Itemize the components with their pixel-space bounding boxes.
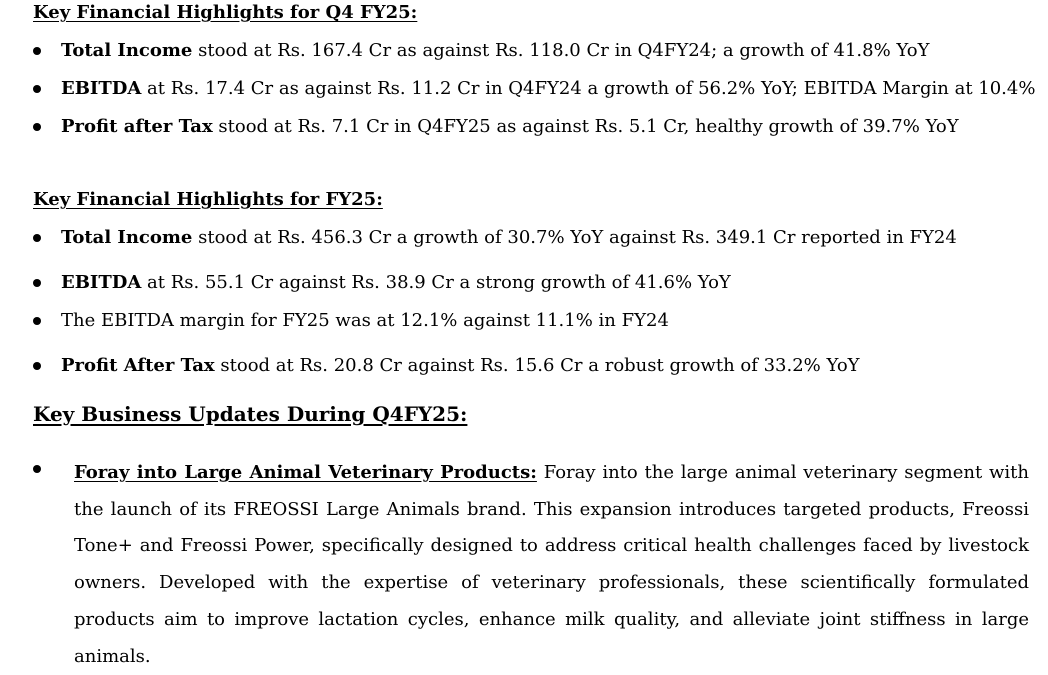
fy25-highlights-heading: Key Financial Highlights for FY25:: [33, 189, 383, 210]
bullet-icon: [33, 317, 41, 325]
bullet-body: Foray into the large animal veterinary s…: [74, 462, 1029, 667]
bullet-icon: [33, 279, 41, 287]
bullet-icon: [33, 123, 41, 131]
bullet-body: stood at Rs. 456.3 Cr a growth of 30.7% …: [192, 227, 957, 248]
bullet-icon: [33, 234, 41, 242]
q4-highlights-heading: Key Financial Highlights for Q4 FY25:: [33, 2, 418, 23]
business-updates-heading: Key Business Updates During Q4FY25:: [33, 402, 468, 426]
bullet-body: stood at Rs. 7.1 Cr in Q4FY25 as against…: [212, 116, 959, 137]
bullet-lead: Total Income: [61, 227, 193, 248]
bullet-body: The EBITDA margin for FY25 was at 12.1% …: [61, 310, 669, 331]
bullet-icon: [33, 465, 41, 473]
bullet-lead: EBITDA: [61, 78, 142, 99]
bullet-body: stood at Rs. 167.4 Cr as against Rs. 118…: [192, 40, 930, 61]
bullet-text: Profit after Tax stood at Rs. 7.1 Cr in …: [61, 115, 959, 139]
bullet-text: Total Income stood at Rs. 167.4 Cr as ag…: [61, 39, 929, 63]
bullet-icon: [33, 47, 41, 55]
bullet-icon: [33, 85, 41, 93]
bullet-lead: EBITDA: [61, 272, 142, 293]
bullet-icon: [33, 362, 41, 370]
bullet-body: at Rs. 17.4 Cr as against Rs. 11.2 Cr in…: [141, 78, 1036, 99]
bullet-text: The EBITDA margin for FY25 was at 12.1% …: [61, 309, 669, 333]
bullet-text: Total Income stood at Rs. 456.3 Cr a gro…: [61, 226, 957, 250]
bullet-body: at Rs. 55.1 Cr against Rs. 38.9 Cr a str…: [141, 272, 731, 293]
bullet-body: stood at Rs. 20.8 Cr against Rs. 15.6 Cr…: [214, 355, 860, 376]
bullet-lead: Foray into Large Animal Veterinary Produ…: [74, 462, 537, 483]
business-update-paragraph: Foray into Large Animal Veterinary Produ…: [74, 455, 1029, 675]
bullet-lead: Profit after Tax: [61, 116, 213, 137]
bullet-text: EBITDA at Rs. 17.4 Cr as against Rs. 11.…: [61, 77, 1035, 101]
bullet-lead: Total Income: [61, 40, 193, 61]
bullet-lead: Profit After Tax: [61, 355, 215, 376]
bullet-text: EBITDA at Rs. 55.1 Cr against Rs. 38.9 C…: [61, 271, 731, 295]
bullet-text: Profit After Tax stood at Rs. 20.8 Cr ag…: [61, 354, 860, 378]
